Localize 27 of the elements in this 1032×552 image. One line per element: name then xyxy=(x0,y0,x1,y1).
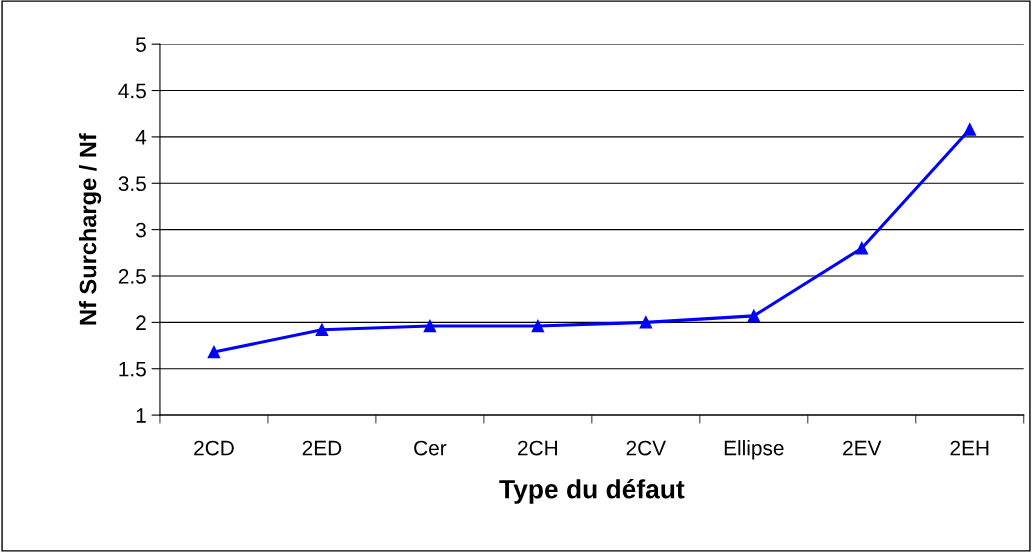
x-tick-label: 2EV xyxy=(843,440,882,456)
y-tick-label: 5 xyxy=(136,37,146,52)
point xyxy=(639,316,653,329)
y-tick-label: 3 xyxy=(135,222,146,238)
y-tick-label: 1.5 xyxy=(119,361,146,377)
y-axis-title: Nf Surcharge / Nf xyxy=(79,133,102,325)
y-tick-label: 4 xyxy=(135,130,147,145)
y-tick-label: 3.5 xyxy=(118,176,146,192)
point xyxy=(531,319,545,333)
x-tick-label: 2EH xyxy=(950,440,989,456)
point xyxy=(423,319,437,333)
x-tick-label: 2CH xyxy=(518,440,558,456)
y-tick-label: 2 xyxy=(136,315,146,330)
x-tick-label: Ellipse xyxy=(724,440,784,460)
point xyxy=(855,241,869,255)
x-tick-label: 2CV xyxy=(626,440,667,456)
y-tick-label: 4.5 xyxy=(118,83,146,99)
point xyxy=(315,323,329,337)
x-axis-title: Type du défaut xyxy=(499,478,685,504)
y-tick-label: 1 xyxy=(136,408,146,423)
point xyxy=(207,345,221,359)
y-tick-label: 2.5 xyxy=(118,269,146,284)
point xyxy=(747,309,761,323)
x-tick-label: 2ED xyxy=(302,440,342,456)
x-tick-label: Cer xyxy=(414,440,447,456)
point xyxy=(963,123,977,136)
x-tick-label: 2CD xyxy=(194,440,234,456)
